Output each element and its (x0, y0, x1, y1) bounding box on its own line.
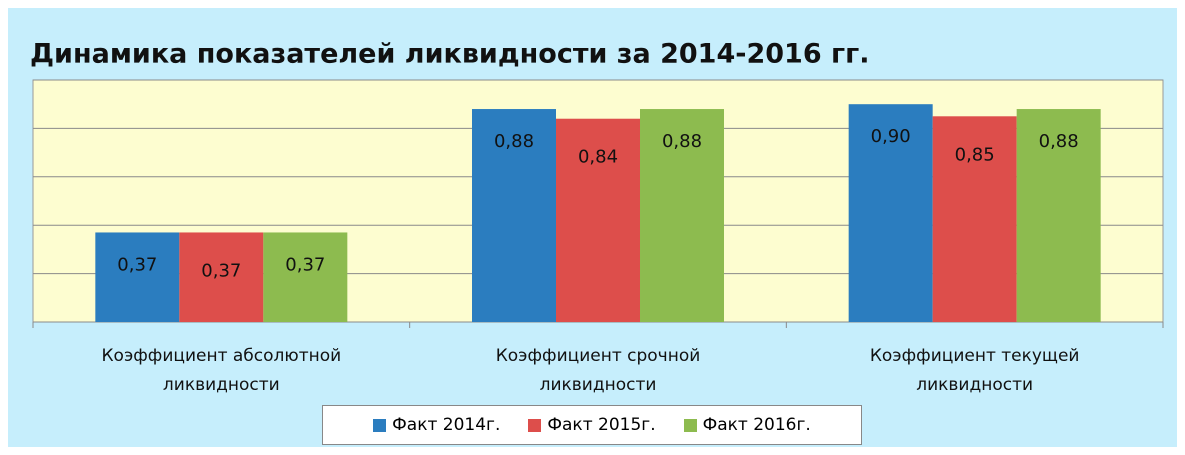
bar (263, 232, 348, 322)
value-label: 0,85 (955, 144, 995, 165)
legend-swatch (528, 418, 542, 432)
legend-item: Факт 2014г. (373, 415, 500, 435)
bar (472, 109, 556, 322)
value-label: 0,88 (494, 131, 534, 152)
bar (932, 116, 1017, 322)
chart: Динамика показателей ликвидности за 2014… (8, 8, 1177, 447)
x-tick-label: Коэффициент текущей ликвидности (869, 346, 1080, 395)
bar (1016, 109, 1101, 322)
value-label: 0,37 (201, 260, 241, 281)
value-label: 0,90 (871, 126, 911, 147)
value-label: 0,88 (662, 131, 702, 152)
legend: Факт 2014г. Факт 2015г. Факт 2016г. (322, 405, 862, 445)
value-label: 0,37 (285, 254, 325, 275)
legend-label: Факт 2016г. (702, 415, 811, 435)
bar (179, 232, 264, 322)
chart-svg: Динамика показателей ликвидности за 2014… (30, 39, 1164, 328)
bar (848, 104, 933, 322)
x-tick-label: Коэффициент срочной ликвидности (495, 346, 701, 395)
legend-item: Факт 2016г. (683, 415, 811, 435)
legend-item: Факт 2015г. (528, 415, 656, 435)
bar (640, 109, 724, 322)
legend-swatch (373, 418, 387, 432)
legend-label: Факт 2014г. (392, 415, 501, 435)
bar (95, 232, 180, 322)
chart-title: Динамика показателей ликвидности за 2014… (30, 39, 869, 70)
value-label: 0,37 (117, 254, 157, 275)
legend-label: Факт 2015г. (547, 415, 656, 435)
x-tick-label: Коэффициент абсолютной ликвидности (101, 346, 342, 395)
bar (556, 118, 640, 322)
legend-swatch (683, 418, 697, 432)
value-label: 0,88 (1039, 131, 1079, 152)
value-label: 0,84 (578, 147, 618, 168)
